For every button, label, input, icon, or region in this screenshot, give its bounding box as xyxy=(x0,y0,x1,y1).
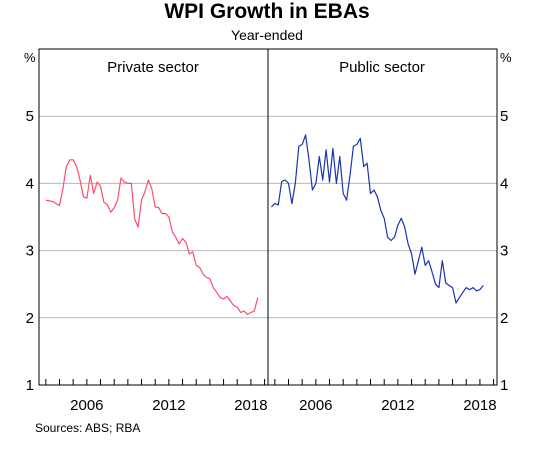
series-line-public xyxy=(270,134,484,304)
y-unit-right: % xyxy=(500,50,512,65)
y-tick-label-left: 2 xyxy=(26,310,34,327)
x-tick-label: 2006 xyxy=(299,397,332,414)
axes: 1 1 2 2 3 3 4 4 5 5 2006 2012 2018 2006 2012 2018 xyxy=(26,108,509,414)
y-tick-label-left: 4 xyxy=(26,175,34,192)
panel-title-public: Public sector xyxy=(339,59,425,76)
y-tick-label-right: 3 xyxy=(500,243,508,260)
y-tick-label-right: 2 xyxy=(500,310,508,327)
chart-subtitle: Year-ended xyxy=(231,27,303,43)
x-tick-label: 2018 xyxy=(463,397,496,414)
series-line-private xyxy=(45,159,259,315)
x-tick-label: 2018 xyxy=(234,397,267,414)
x-tick-label: 2006 xyxy=(70,397,103,414)
x-tick-label: 2012 xyxy=(152,397,185,414)
y-tick-label-right: 5 xyxy=(500,108,508,125)
y-unit-left: % xyxy=(24,50,36,65)
chart-title: WPI Growth in EBAs xyxy=(164,0,369,23)
y-tick-label-left: 3 xyxy=(26,243,34,260)
source-note: Sources: ABS; RBA xyxy=(35,421,140,435)
y-tick-label-right: 4 xyxy=(500,175,508,192)
y-tick-label-right: 1 xyxy=(500,377,508,394)
panel-title-private: Private sector xyxy=(107,59,199,76)
y-tick-label-left: 1 xyxy=(26,377,34,394)
series xyxy=(45,134,484,315)
x-tick-label: 2012 xyxy=(381,397,414,414)
y-tick-label-left: 5 xyxy=(26,108,34,125)
